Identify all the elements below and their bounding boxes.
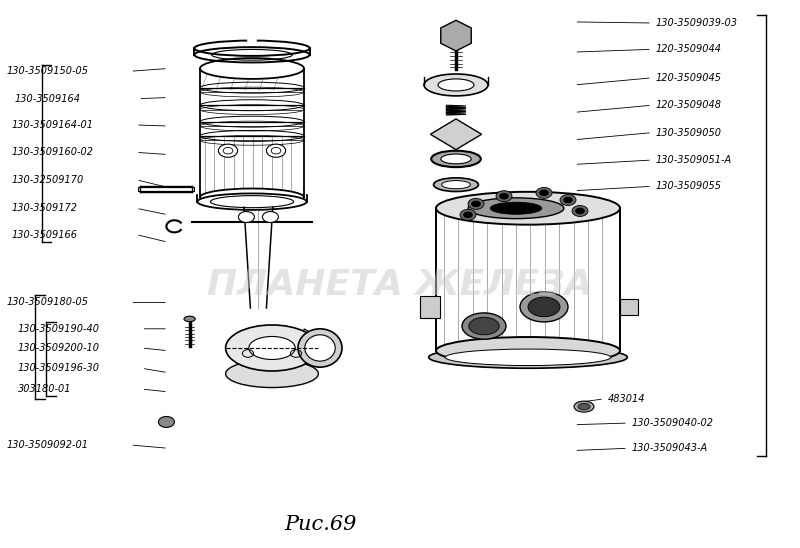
Circle shape — [575, 208, 585, 214]
Circle shape — [262, 212, 278, 222]
Text: 130-3509200-10: 130-3509200-10 — [18, 343, 99, 353]
Text: 120-3509048: 120-3509048 — [656, 100, 722, 110]
Ellipse shape — [469, 317, 499, 335]
Text: 130-3509196-30: 130-3509196-30 — [18, 363, 99, 373]
Ellipse shape — [528, 297, 560, 317]
Circle shape — [572, 206, 588, 216]
Ellipse shape — [226, 325, 318, 371]
Text: 303180-01: 303180-01 — [18, 384, 71, 394]
Circle shape — [463, 212, 473, 218]
Ellipse shape — [438, 79, 474, 91]
Ellipse shape — [424, 74, 488, 96]
Circle shape — [460, 209, 476, 220]
Polygon shape — [304, 329, 318, 367]
Text: 130-3509180-05: 130-3509180-05 — [6, 298, 89, 307]
Ellipse shape — [184, 316, 195, 322]
Polygon shape — [441, 20, 471, 51]
Text: ПЛАНЕТА ЖЕЛЕЗА: ПЛАНЕТА ЖЕЛЕЗА — [207, 268, 593, 302]
Ellipse shape — [445, 349, 611, 366]
Text: 130-3509166: 130-3509166 — [12, 230, 78, 239]
Circle shape — [539, 190, 549, 196]
Circle shape — [499, 193, 509, 199]
Ellipse shape — [305, 335, 335, 361]
Text: 120-3509044: 120-3509044 — [656, 44, 722, 54]
Bar — [620, 299, 638, 315]
Ellipse shape — [436, 192, 620, 225]
Ellipse shape — [200, 189, 304, 206]
Circle shape — [468, 198, 484, 209]
Text: 483014: 483014 — [608, 394, 646, 404]
Ellipse shape — [434, 178, 478, 192]
Text: 130-3509150-05: 130-3509150-05 — [6, 66, 89, 76]
Circle shape — [536, 187, 552, 198]
Polygon shape — [430, 119, 482, 150]
Ellipse shape — [249, 336, 295, 359]
Circle shape — [496, 191, 512, 202]
Ellipse shape — [198, 193, 306, 210]
Text: 130-3509172: 130-3509172 — [12, 203, 78, 213]
Ellipse shape — [298, 329, 342, 367]
Text: 130-3509040-02: 130-3509040-02 — [632, 418, 714, 428]
Circle shape — [560, 195, 576, 206]
Ellipse shape — [490, 202, 542, 214]
Text: 130-3509164-01: 130-3509164-01 — [12, 120, 94, 130]
Text: 130-3509051-A: 130-3509051-A — [656, 155, 732, 165]
Text: 130-3509164: 130-3509164 — [14, 94, 80, 104]
Text: 130-3509039-03: 130-3509039-03 — [656, 18, 738, 28]
Ellipse shape — [436, 337, 620, 364]
Ellipse shape — [429, 346, 627, 368]
Text: 130-3509050: 130-3509050 — [656, 128, 722, 138]
Bar — [420, 296, 440, 318]
Circle shape — [218, 144, 238, 157]
Text: 130-3509190-40: 130-3509190-40 — [18, 324, 99, 334]
Ellipse shape — [578, 403, 590, 410]
Circle shape — [158, 416, 174, 427]
Ellipse shape — [442, 181, 470, 189]
Text: 120-3509045: 120-3509045 — [656, 73, 722, 83]
Ellipse shape — [200, 58, 304, 79]
Ellipse shape — [574, 401, 594, 412]
Text: 130-3509055: 130-3509055 — [656, 181, 722, 191]
Text: Рис.69: Рис.69 — [284, 516, 356, 534]
Ellipse shape — [462, 313, 506, 339]
Ellipse shape — [441, 154, 471, 164]
Ellipse shape — [468, 198, 564, 219]
Circle shape — [471, 201, 481, 207]
Text: 130-3509092-01: 130-3509092-01 — [6, 440, 89, 450]
Circle shape — [238, 212, 254, 222]
Ellipse shape — [226, 360, 318, 387]
Ellipse shape — [431, 151, 481, 167]
Ellipse shape — [520, 292, 568, 322]
Circle shape — [563, 197, 573, 203]
Circle shape — [266, 144, 286, 157]
Text: 130-3509160-02: 130-3509160-02 — [12, 147, 94, 157]
Text: 130-3509043-A: 130-3509043-A — [632, 443, 708, 453]
Text: 130-32509170: 130-32509170 — [12, 175, 84, 185]
